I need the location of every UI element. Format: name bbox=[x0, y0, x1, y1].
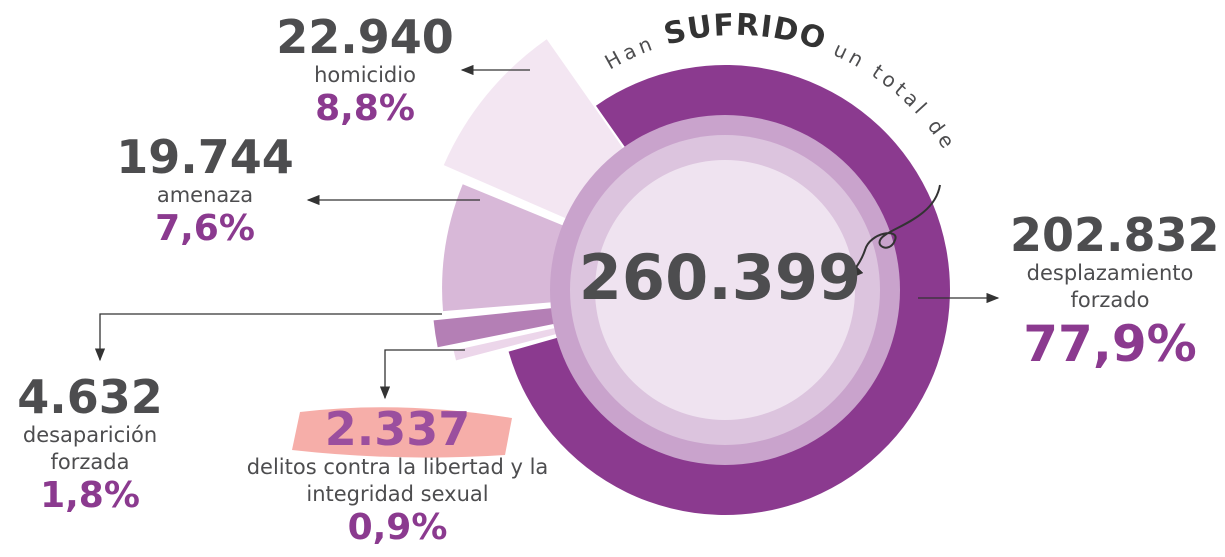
arrow bbox=[843, 184, 941, 282]
count-label: 2.337 bbox=[324, 402, 471, 456]
arrow bbox=[94, 313, 442, 362]
share-label: 77,9% bbox=[1023, 315, 1197, 373]
share-label: 1,8% bbox=[40, 475, 140, 516]
brush-highlight bbox=[292, 407, 512, 458]
count-label: 19.744 bbox=[116, 130, 294, 184]
category-label: homicidio bbox=[314, 63, 416, 87]
slice-label: 22.940 homicidio 8,8% bbox=[255, 12, 475, 129]
count-label: 22.940 bbox=[276, 10, 454, 64]
slice-label: 19.744 amenaza 7,6% bbox=[100, 132, 310, 249]
slice-label: 4.632 desaparición forzada 1,8% bbox=[0, 372, 180, 516]
inner-disc bbox=[595, 160, 855, 420]
category-label: desplazamiento forzado bbox=[1026, 261, 1194, 312]
heading-word: SUFRIDO bbox=[660, 8, 830, 58]
category-label: desaparición forzada bbox=[22, 423, 158, 474]
share-label: 0,9% bbox=[347, 507, 448, 548]
slice-label: 2.337 delitos contra la libertad y la int… bbox=[235, 404, 560, 548]
arrow bbox=[379, 349, 465, 400]
category-label: delitos contra la libertad y la integrid… bbox=[246, 455, 549, 506]
share-label: 8,8% bbox=[315, 88, 415, 129]
count-label: 202.832 bbox=[1010, 208, 1220, 262]
share-label: 7,6% bbox=[155, 208, 255, 249]
heading-word: Han bbox=[601, 30, 659, 74]
count-label: 4.632 bbox=[17, 370, 163, 424]
slice-label: 202.832 desplazamiento forzado 77,9% bbox=[1010, 208, 1220, 374]
total: 260.399 bbox=[579, 241, 861, 314]
category-label: amenaza bbox=[156, 183, 254, 207]
